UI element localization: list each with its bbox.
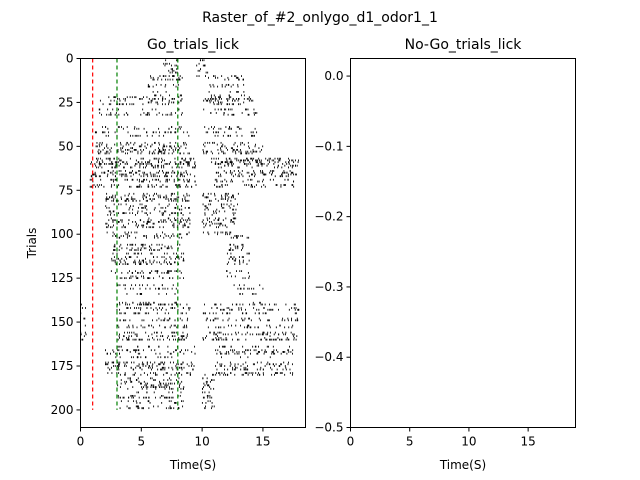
x-tick-label: 0 (77, 435, 85, 449)
go-ylabel: Trials (25, 228, 39, 260)
go-trials-axes: Go_trials_lick 0 5 10 15 0 25 50 75 100 125 150 17… (25, 37, 306, 472)
lick-cluster-3 (94, 131, 264, 165)
y-tick-label: 200 (51, 403, 74, 417)
go-x-ticks: 0 5 10 15 (77, 427, 271, 449)
y-tick-label: 150 (51, 315, 74, 329)
x-tick-label: 0 (347, 435, 355, 449)
lick-cluster-0 (162, 59, 209, 77)
y-tick-label: 175 (51, 359, 74, 373)
figure-suptitle: Raster_of_#2_onlygo_d1_odor1_1 (202, 10, 438, 26)
nogo-axes-title: No-Go_trials_lick (405, 37, 523, 53)
nogo-trials-axes: No-Go_trials_lick 0 5 10 15 0.0 −0.1 −0.2 −0.3… (314, 37, 576, 472)
x-tick-label: 5 (406, 435, 414, 449)
lick-cluster-4 (89, 157, 300, 188)
lick-cluster-1 (147, 75, 245, 104)
lick-cluster-5 (105, 192, 239, 236)
y-tick-label: 25 (58, 95, 73, 109)
nogo-xlabel: Time(S) (439, 458, 486, 472)
go-xlabel: Time(S) (169, 458, 216, 472)
x-tick-label: 5 (137, 435, 145, 449)
lick-cluster-7 (117, 284, 264, 306)
y-tick-label: 50 (58, 139, 73, 153)
y-tick-label: 0.0 (324, 69, 343, 83)
y-tick-label: −0.1 (314, 139, 343, 153)
lick-cluster-10 (117, 373, 215, 410)
y-tick-label: 125 (51, 271, 74, 285)
y-tick-label: 0 (66, 52, 74, 66)
x-tick-label: 15 (255, 435, 270, 449)
x-tick-label: 10 (194, 435, 209, 449)
go-axes-frame (80, 58, 306, 428)
lick-cluster-9 (105, 338, 294, 376)
lick-cluster-2 (98, 96, 258, 130)
x-tick-label: 10 (461, 435, 476, 449)
y-tick-label: −0.2 (314, 210, 343, 224)
lick-cluster-8 (80, 303, 300, 341)
nogo-y-ticks: 0.0 −0.1 −0.2 −0.3 −0.4 −0.5 (314, 69, 351, 435)
go-plot-area (80, 58, 300, 410)
y-tick-label: 75 (58, 183, 73, 197)
go-axes-title: Go_trials_lick (147, 37, 240, 53)
go-y-ticks: 0 25 50 75 100 125 150 175 200 (51, 52, 81, 417)
x-tick-label: 15 (520, 435, 535, 449)
y-tick-label: −0.5 (314, 421, 343, 435)
y-tick-label: 100 (51, 227, 74, 241)
nogo-axes-frame (350, 58, 576, 428)
y-tick-label: −0.3 (314, 280, 343, 294)
nogo-x-ticks: 0 5 10 15 (347, 427, 536, 449)
lick-cluster-6 (110, 235, 250, 280)
y-tick-label: −0.4 (314, 350, 343, 364)
